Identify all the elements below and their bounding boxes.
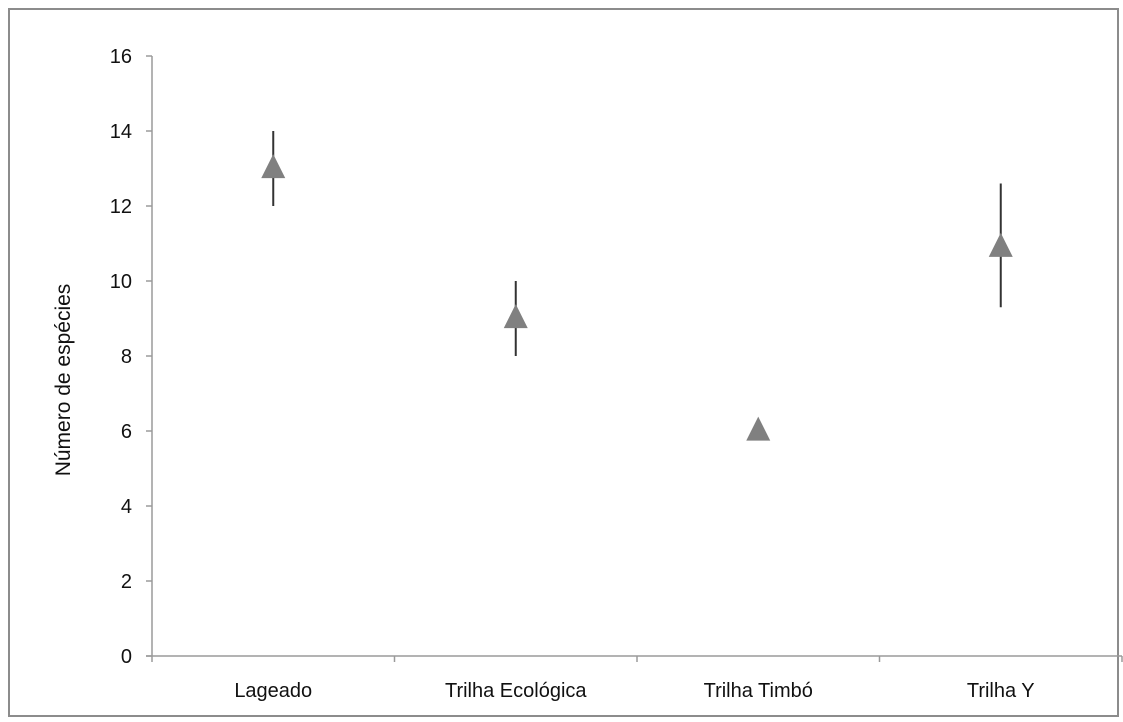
x-tick-labels: Lageado Trilha Ecológica Trilha Timbó Trilh… <box>234 680 1034 702</box>
data-point-triangle <box>746 416 771 441</box>
chart-frame <box>8 8 1119 717</box>
x-axis <box>146 655 1123 662</box>
error-bars <box>272 131 1002 356</box>
x-tick-label: Lageado <box>234 680 312 702</box>
y-tick-label: 6 <box>121 421 132 443</box>
data-markers <box>261 154 1013 441</box>
y-axis-title: Número de espécies <box>52 284 75 477</box>
y-tick-label: 12 <box>110 196 132 218</box>
data-point-triangle <box>261 154 286 179</box>
y-axis <box>146 55 153 657</box>
x-tick-label: Trilha Ecológica <box>445 680 587 702</box>
y-tick-label: 8 <box>121 346 132 368</box>
x-tick-label: Trilha Timbó <box>704 680 813 702</box>
y-tick-label: 2 <box>121 571 132 593</box>
y-tick-label: 14 <box>110 121 132 143</box>
y-tick-labels: 0 2 4 6 8 10 12 14 16 <box>110 46 132 668</box>
x-tick-label: Trilha Y <box>967 680 1035 702</box>
data-point-triangle <box>988 232 1013 257</box>
y-tick-label: 16 <box>110 46 132 68</box>
y-tick-label: 4 <box>121 496 132 518</box>
y-tick-label: 0 <box>121 646 132 668</box>
data-point-triangle <box>503 304 528 329</box>
y-tick-label: 10 <box>110 271 132 293</box>
